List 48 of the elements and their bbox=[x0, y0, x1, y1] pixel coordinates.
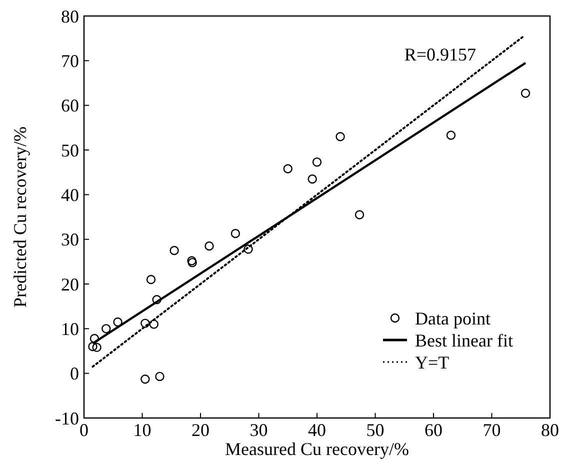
point bbox=[244, 244, 253, 254]
y-tick-label: 10 bbox=[61, 318, 79, 339]
y-tick-label: 50 bbox=[61, 140, 79, 160]
point bbox=[102, 324, 111, 334]
point bbox=[92, 342, 102, 352]
point bbox=[204, 241, 214, 251]
point bbox=[170, 246, 179, 256]
point bbox=[140, 374, 150, 384]
point bbox=[312, 157, 322, 167]
x-tick-label: 10 bbox=[133, 420, 152, 440]
y-tick-label: 20 bbox=[61, 274, 79, 294]
point bbox=[188, 258, 197, 268]
x-tick-label: 80 bbox=[541, 420, 559, 440]
point bbox=[146, 274, 156, 284]
x-tick-label: 50 bbox=[366, 420, 384, 440]
y-axis-title: Predicted Cu recovery/% bbox=[10, 126, 30, 308]
x-axis-title: Measured Cu recovery/% bbox=[225, 439, 409, 459]
y-tick-label: 60 bbox=[61, 96, 79, 116]
x-tick-label: 20 bbox=[192, 420, 210, 440]
point bbox=[520, 88, 530, 98]
x-tick-label: 30 bbox=[250, 420, 268, 440]
point bbox=[354, 210, 364, 220]
legend-label: Data point bbox=[415, 308, 490, 328]
x-tick-label: 60 bbox=[424, 420, 442, 440]
point bbox=[187, 256, 196, 266]
point bbox=[113, 317, 122, 327]
point bbox=[308, 174, 317, 184]
point bbox=[155, 372, 164, 382]
y-tick-label: -10 bbox=[55, 408, 79, 428]
point bbox=[283, 164, 292, 174]
point bbox=[230, 228, 240, 238]
point bbox=[90, 334, 100, 344]
y-tick-label: 30 bbox=[61, 230, 79, 250]
point bbox=[152, 295, 162, 304]
point bbox=[149, 320, 158, 329]
legend-label: Best linear fit bbox=[415, 330, 513, 350]
x-tick-label: 40 bbox=[308, 420, 326, 440]
y-tick-label: 70 bbox=[61, 50, 79, 71]
annotation: R=0.9157 bbox=[404, 44, 476, 65]
point bbox=[88, 342, 98, 352]
legend-label: Y=T bbox=[415, 352, 450, 372]
y-tick-label: 80 bbox=[61, 6, 79, 26]
point bbox=[140, 318, 150, 328]
point bbox=[446, 130, 456, 140]
y-tick-label: 0 bbox=[70, 364, 79, 384]
x-tick-label: 70 bbox=[482, 420, 501, 440]
y-tick-label: 40 bbox=[61, 184, 79, 205]
point bbox=[336, 132, 345, 142]
